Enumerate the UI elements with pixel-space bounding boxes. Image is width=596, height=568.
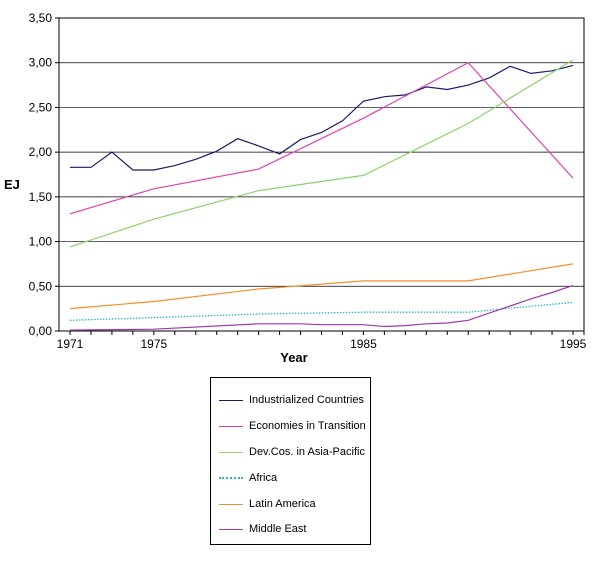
- series-line-dev-cos-in-asia-pacific: [69, 59, 574, 248]
- x-tick-label: 1975: [140, 337, 167, 351]
- y-tick-label: 2,50: [29, 100, 53, 114]
- legend-item: Latin America: [219, 496, 316, 512]
- y-tick-label: 1,50: [29, 190, 53, 204]
- legend-label: Industrialized Countries: [249, 394, 364, 406]
- y-tick-label: 2,00: [29, 145, 53, 159]
- x-tick-label: 1995: [560, 337, 587, 351]
- legend-swatch: [219, 503, 243, 505]
- series-line-africa: [69, 301, 574, 321]
- legend-swatch: [219, 399, 243, 401]
- series-line-middle-east: [69, 284, 574, 331]
- legend-label: Dev.Cos. in Asia-Pacific: [249, 446, 365, 458]
- legend-swatch: [219, 528, 243, 530]
- series-line-industrialized-countries: [70, 64, 574, 171]
- series-line-economies-in-transition: [69, 61, 574, 215]
- y-tick-label: 0,00: [29, 324, 53, 338]
- series-lines: [69, 59, 574, 331]
- legend-item: Middle East: [219, 521, 306, 537]
- legend-item: Dev.Cos. in Asia-Pacific: [219, 444, 365, 460]
- legend-swatch: [219, 425, 243, 427]
- x-tick-label: 1971: [57, 337, 84, 351]
- legend-swatch: [219, 451, 243, 453]
- legend-label: Economies in Transition: [249, 420, 366, 432]
- grid-lines: [59, 62, 584, 287]
- legend-item: Africa: [219, 470, 277, 486]
- y-tick-label: 1,00: [29, 235, 53, 249]
- x-axis-label: Year: [280, 350, 307, 365]
- legend-item: Industrialized Countries: [219, 392, 364, 408]
- x-tick-label: 1985: [350, 337, 377, 351]
- y-tick-label: 0,50: [29, 279, 53, 293]
- legend-label: Middle East: [249, 523, 307, 535]
- series-line-latin-america: [69, 263, 574, 310]
- legend-label: Latin America: [249, 498, 316, 510]
- y-tick-label: 3,50: [29, 11, 53, 25]
- legend-swatch: [219, 477, 243, 479]
- axis-ticks: 0,00 0,50 1,00 1,50 2,00 2,50 3,00 3,50 1971 1975…: [29, 11, 587, 351]
- legend-label: Africa: [249, 472, 278, 484]
- chart-legend: Industrialized Countries Economies in Tra…: [210, 377, 371, 545]
- legend-item: Economies in Transition: [219, 418, 366, 434]
- y-tick-label: 3,00: [29, 56, 53, 70]
- y-axis-label: EJ: [4, 177, 20, 192]
